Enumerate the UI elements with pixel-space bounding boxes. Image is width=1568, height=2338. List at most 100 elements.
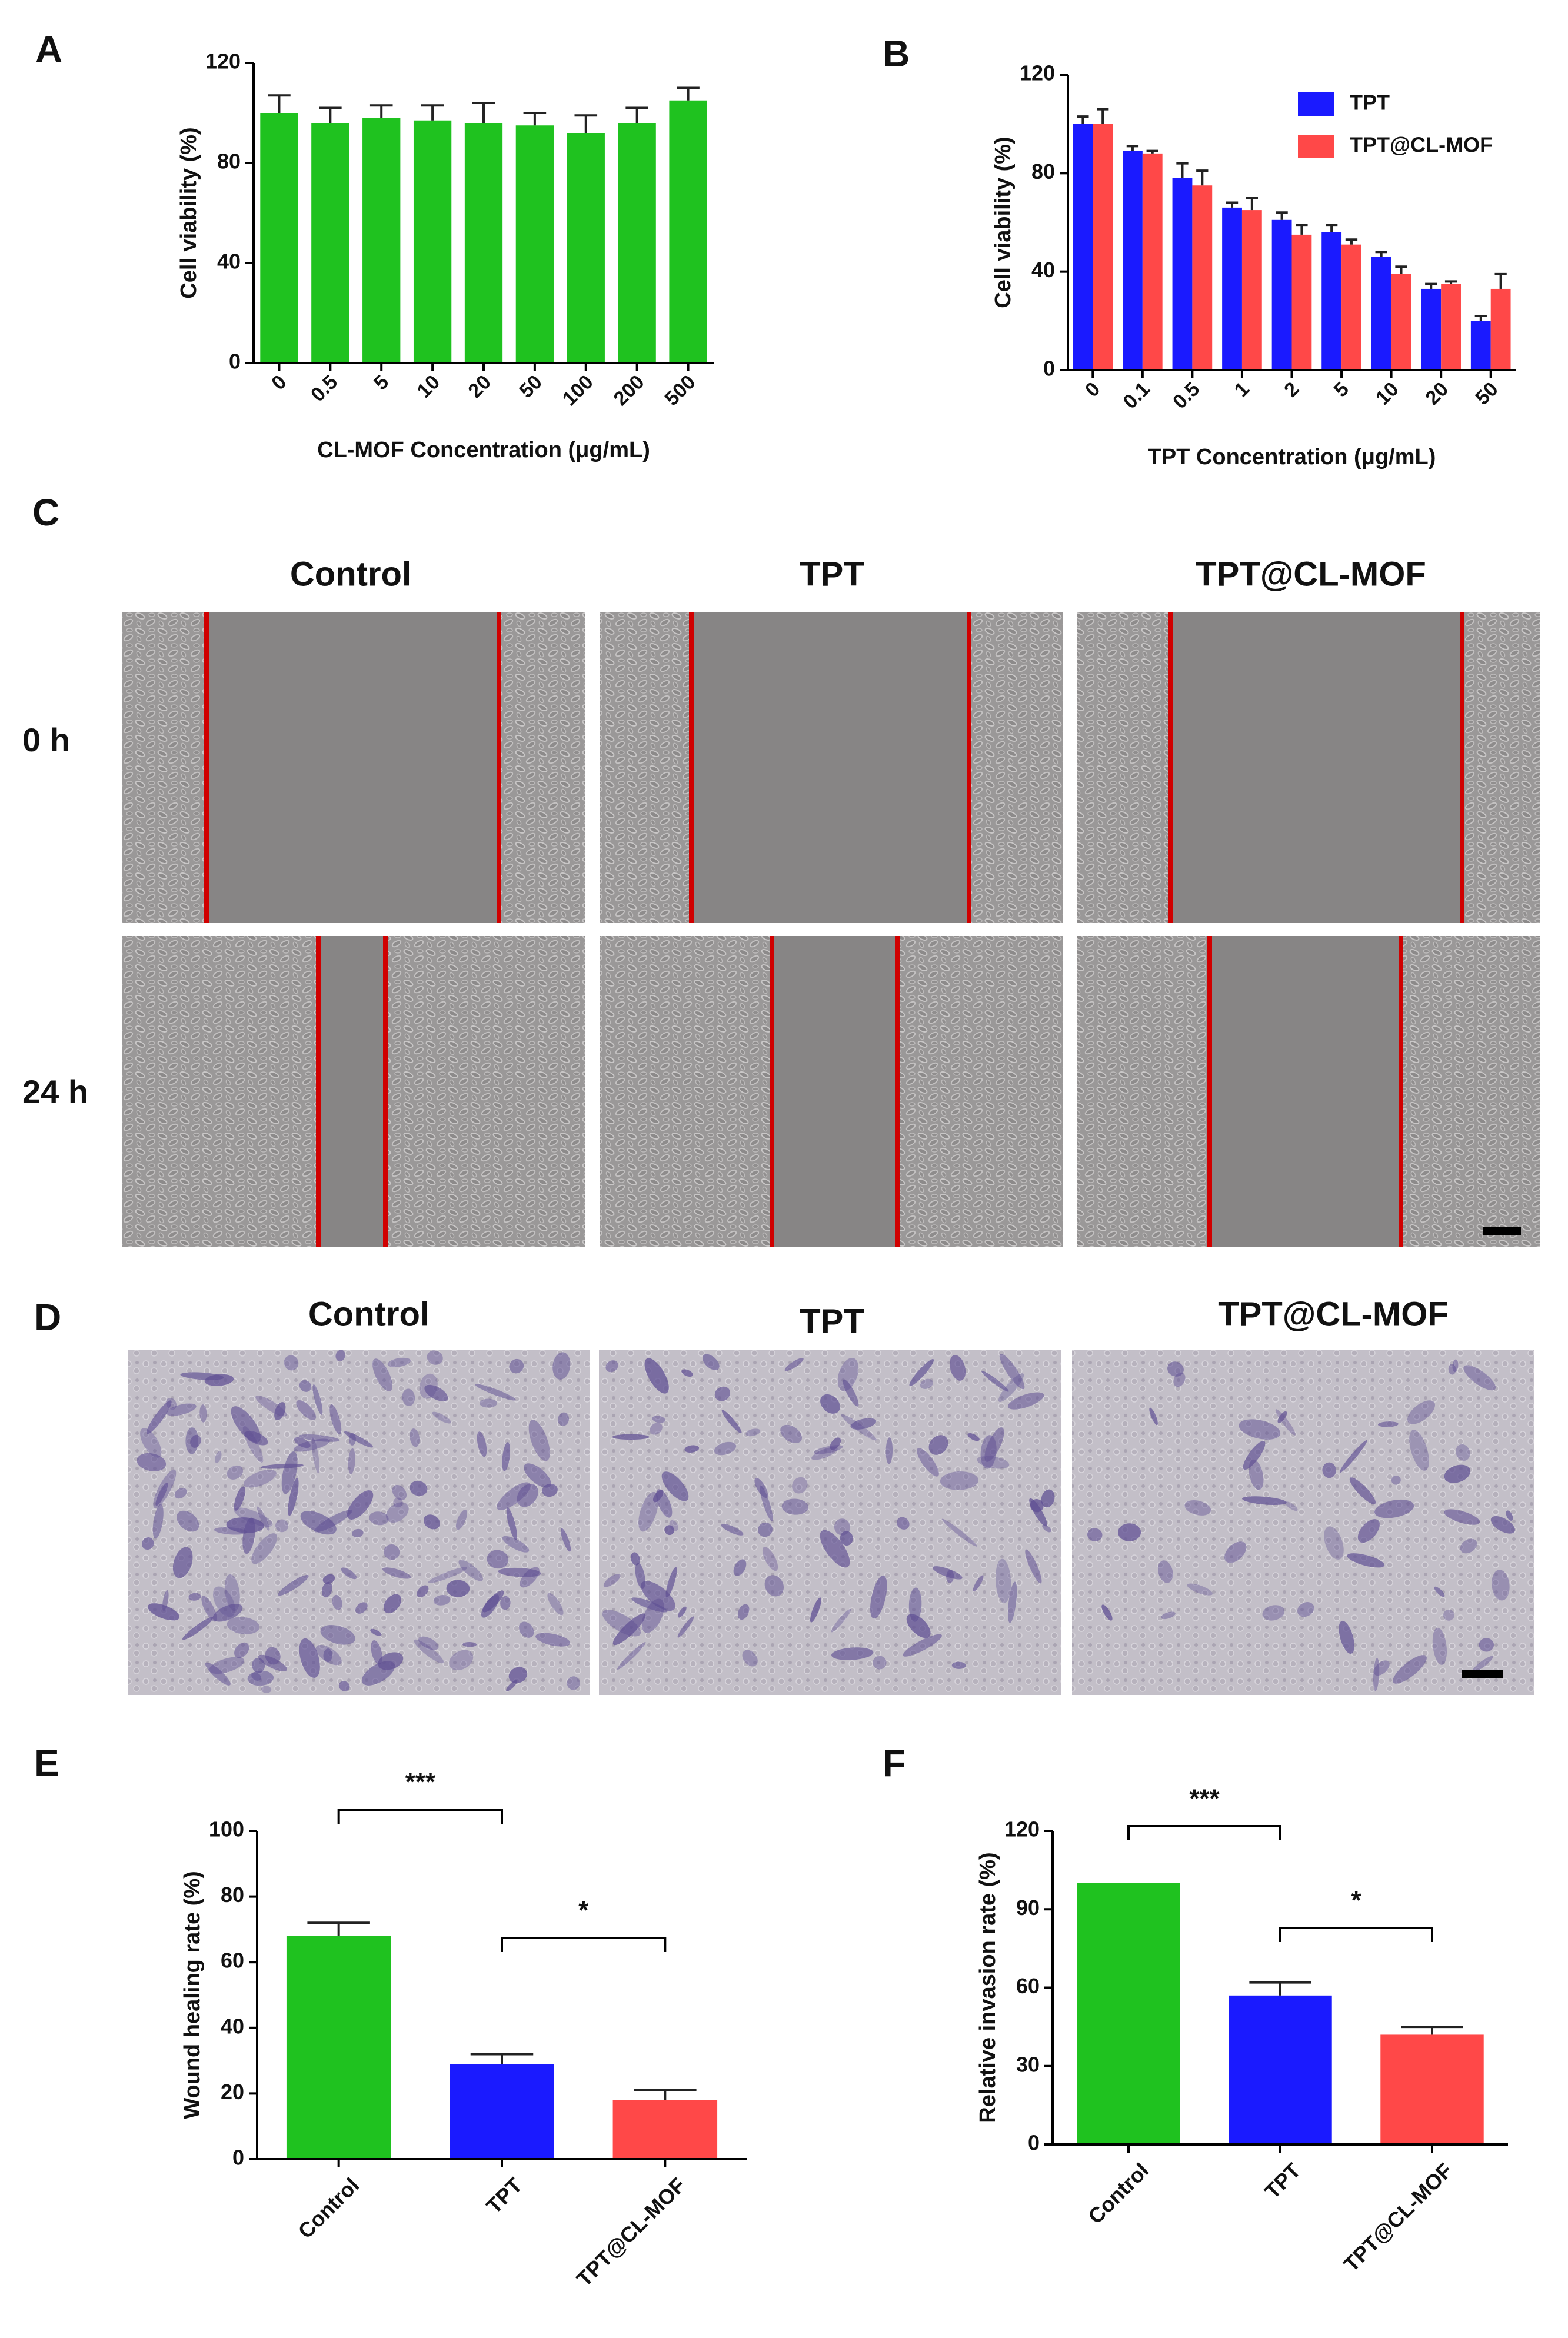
y-tick-label: 100 (209, 1817, 244, 1841)
stained-cells (1322, 1462, 1336, 1478)
x-tick-label: 0.5 (1168, 378, 1204, 413)
stained-cells (258, 1654, 287, 1671)
stained-cells (1184, 1500, 1211, 1516)
stained-cells (231, 1406, 261, 1443)
significance-bracket (337, 1809, 503, 1824)
x-tick-label: 5 (1330, 378, 1353, 401)
bar (1391, 274, 1411, 370)
stained-cells (837, 1358, 859, 1391)
row-label: 0 h (22, 721, 70, 758)
stained-cells (820, 1394, 840, 1414)
stained-cells (661, 1471, 689, 1501)
stained-cells (338, 1681, 350, 1691)
bar (1172, 178, 1193, 370)
wound-gap (1210, 936, 1401, 1247)
column-header: TPT@CL-MOF (1196, 555, 1426, 593)
y-tick-label: 0 (229, 349, 241, 374)
y-tick-label: 80 (217, 149, 241, 174)
stained-cells (1242, 1496, 1287, 1506)
stained-cells (371, 1640, 382, 1665)
stained-cells (638, 1491, 658, 1532)
y-tick-label: 80 (1031, 159, 1055, 184)
stained-cells (967, 1433, 980, 1441)
stained-cells (1249, 1459, 1264, 1490)
legend-label: TPT (1350, 91, 1390, 115)
stained-cells (714, 1386, 731, 1401)
stained-cells (1506, 1510, 1513, 1521)
stained-cells (205, 1662, 231, 1686)
stained-cells (148, 1603, 180, 1621)
stained-cells (1167, 1361, 1184, 1377)
stained-cells (1243, 1441, 1266, 1470)
stained-cells (166, 1403, 197, 1416)
bar (413, 120, 452, 363)
stained-cells (652, 1416, 665, 1423)
stained-cells (234, 1486, 245, 1511)
column-header: TPT@CL-MOF (1218, 1295, 1449, 1333)
stained-cells (1444, 1509, 1480, 1525)
stained-cells (299, 1638, 320, 1678)
bar (1229, 1995, 1332, 2144)
stained-cells (215, 1451, 222, 1463)
y-axis-title: Relative invasion rate (%) (976, 1852, 1000, 2123)
stained-cells (481, 1594, 500, 1618)
stained-cells (1373, 1658, 1380, 1691)
stained-cells (410, 1428, 420, 1447)
stained-cells (641, 1581, 675, 1611)
stained-cells (524, 1463, 551, 1488)
stained-cells (348, 1448, 355, 1474)
stained-cells (385, 1502, 409, 1523)
stained-cells (141, 1537, 154, 1550)
stained-cells (209, 1657, 245, 1674)
stained-cells (1285, 1501, 1298, 1511)
panel-label: F (883, 1742, 905, 1784)
stained-cells (260, 1463, 304, 1469)
stained-cells (951, 1661, 966, 1669)
x-tick-label: Control (294, 2173, 364, 2243)
stained-cells (941, 1518, 977, 1547)
bar (362, 118, 401, 363)
stained-cells (981, 1371, 1009, 1392)
stained-cells (252, 1657, 265, 1673)
stained-cells (781, 1498, 808, 1515)
x-tick-label: 50 (1471, 378, 1503, 409)
stained-cells (681, 1369, 693, 1377)
stained-cells (300, 1511, 337, 1535)
stained-cells (378, 1652, 404, 1670)
stained-cells (737, 1604, 750, 1620)
wound-gap (772, 936, 897, 1247)
stained-cells (1373, 1660, 1390, 1676)
x-tick-label: 10 (1371, 378, 1403, 409)
stained-cells (909, 1359, 934, 1386)
stained-cells (418, 1636, 439, 1650)
legend-swatch (1298, 135, 1334, 158)
panel-label: C (32, 491, 59, 534)
stained-cells (1041, 1489, 1055, 1508)
scale-bar (1462, 1670, 1503, 1678)
stained-cells (714, 1441, 737, 1456)
stained-cells (721, 1410, 742, 1434)
stained-cells (702, 1354, 720, 1370)
stained-cells (721, 1524, 744, 1536)
microscopy-panels: C Control TPT TPT@CL-MOF 0 h 24 h D Control TPT T… (22, 491, 1540, 1695)
stained-cells (423, 1514, 440, 1530)
legend-label: TPT@CL-MOF (1350, 133, 1493, 157)
stained-cells (811, 1447, 838, 1460)
stained-cells (369, 1511, 389, 1526)
stained-cells (1339, 1620, 1354, 1654)
stained-cells (1444, 1464, 1471, 1483)
stained-cells (1448, 1364, 1456, 1375)
stained-cells (247, 1670, 274, 1686)
stained-cells (1007, 1392, 1044, 1410)
y-tick-label: 80 (221, 1883, 244, 1907)
x-tick-label: TPT@CL-MOF (1339, 2158, 1457, 2276)
stained-cells (552, 1352, 571, 1380)
stained-cells (383, 1594, 401, 1614)
stained-cells (320, 1625, 355, 1645)
stained-cells (227, 1465, 244, 1480)
x-tick-label: 2 (1280, 378, 1303, 401)
y-tick-label: 120 (1020, 61, 1055, 85)
stained-cells (487, 1550, 509, 1569)
significance-label: *** (405, 1768, 436, 1797)
bar (618, 123, 656, 363)
